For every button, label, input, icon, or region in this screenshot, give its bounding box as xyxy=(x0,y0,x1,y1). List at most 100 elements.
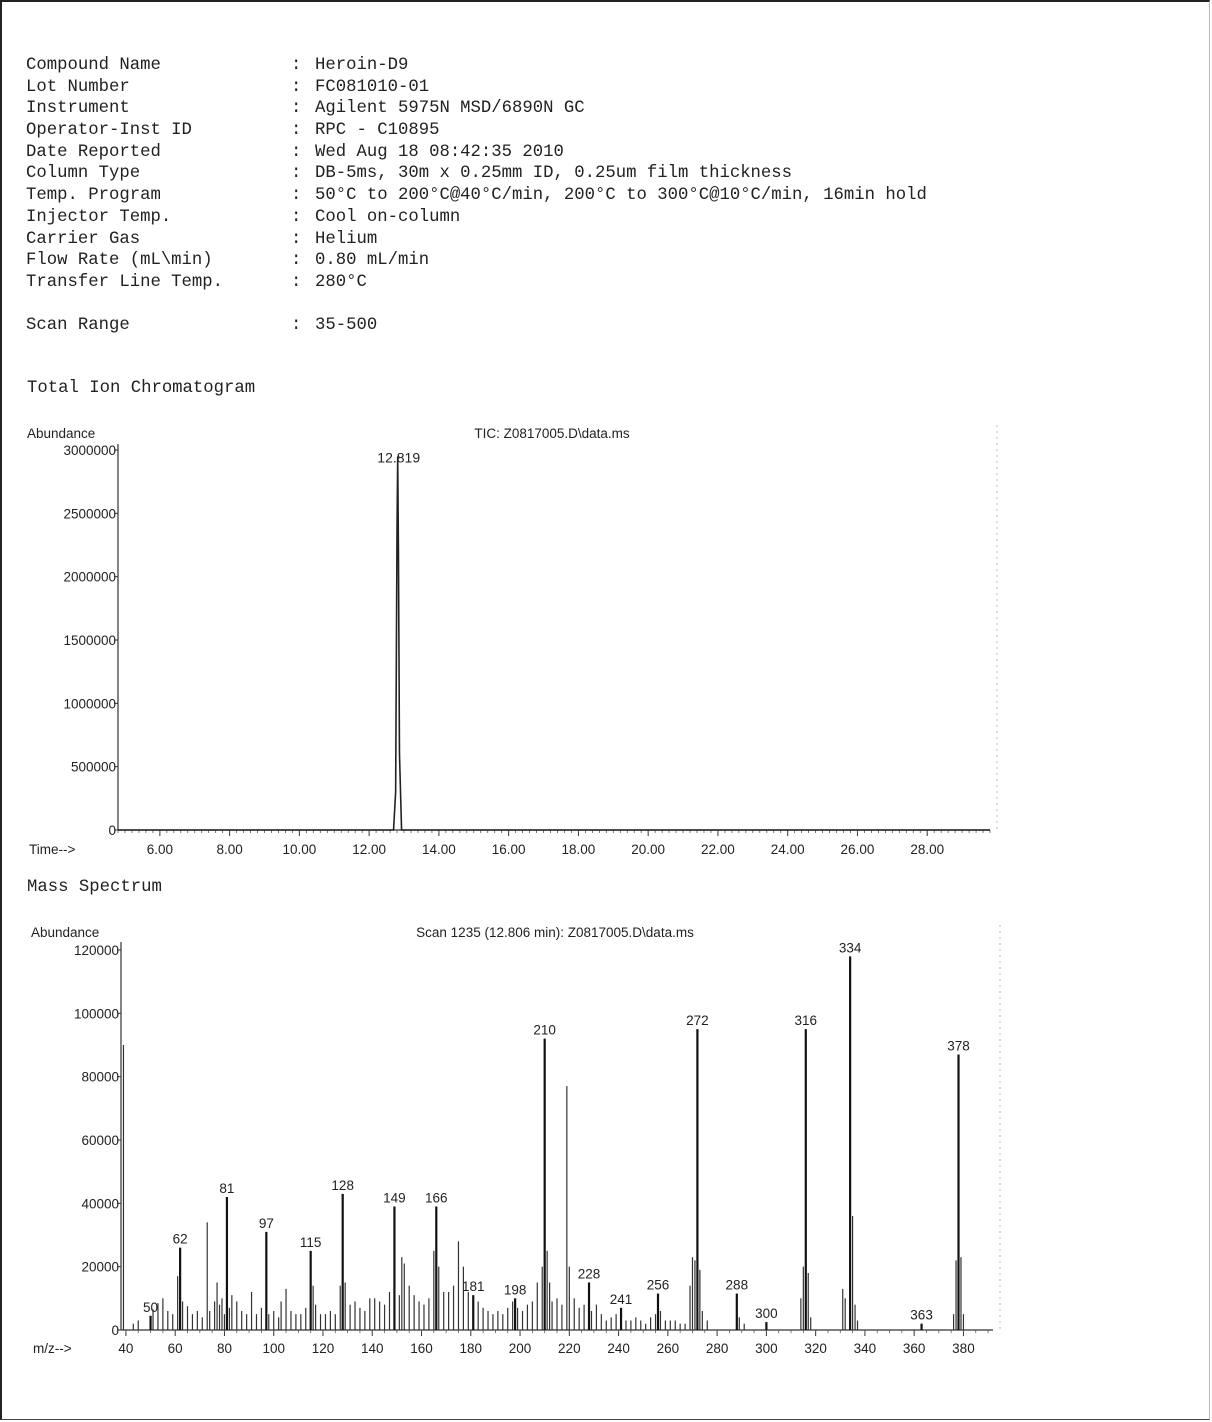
tic-section-title: Total Ion Chromatogram xyxy=(27,379,256,398)
info-separator: : xyxy=(291,99,302,119)
info-row: Flow Rate (mL\min):0.80 mL/min xyxy=(26,250,927,272)
ms-x-tick-label: 360 xyxy=(903,1341,926,1356)
ms-section-title: Mass Spectrum xyxy=(27,878,162,897)
tic-y-tick-label: 1500000 xyxy=(63,633,116,648)
tic-y-tick-label: 500000 xyxy=(71,760,116,775)
ms-peak-label: 198 xyxy=(504,1282,527,1297)
scan-range-row: Scan Range:35-500 xyxy=(26,315,927,337)
ms-peak-label: 228 xyxy=(578,1267,601,1282)
info-separator: : xyxy=(291,77,302,97)
info-label: Transfer Line Temp. xyxy=(26,272,224,292)
ms-peak-label: 241 xyxy=(610,1292,633,1307)
ms-x-tick-label: 180 xyxy=(460,1341,483,1356)
info-separator: : xyxy=(291,121,302,141)
info-row: Date Reported: Wed Aug 18 08:42:35 2010 xyxy=(26,142,927,164)
tic-x-tick-label: 12.00 xyxy=(352,842,386,857)
info-row: Transfer Line Temp.:280°C xyxy=(26,272,927,294)
info-value: Wed Aug 18 08:42:35 2010 xyxy=(315,142,564,162)
ms-x-tick-label: 160 xyxy=(410,1341,433,1356)
info-row: Temp. Program:50°C to 200°C@40°C/min, 20… xyxy=(26,185,927,207)
info-label: Operator-Inst ID xyxy=(26,121,192,141)
ms-peak-label: 181 xyxy=(462,1279,485,1294)
ms-peak-label: 334 xyxy=(839,940,862,955)
tic-x-axis-title: Time--> xyxy=(29,842,75,857)
info-row: Operator-Inst ID: RPC - C10895 xyxy=(26,120,927,142)
info-label: Flow Rate (mL\min) xyxy=(26,251,213,271)
info-row: Compound Name: Heroin-D9 xyxy=(26,55,927,77)
ms-peak-label: 128 xyxy=(331,1178,354,1193)
tic-x-tick-label: 24.00 xyxy=(771,842,805,857)
info-value: Heroin-D9 xyxy=(315,56,409,75)
ms-x-tick-label: 340 xyxy=(854,1341,877,1356)
info-value: Cool on-column xyxy=(315,207,461,227)
ms-x-tick-label: 240 xyxy=(607,1341,630,1356)
tic-x-tick-label: 10.00 xyxy=(282,842,316,857)
tic-x-tick-label: 16.00 xyxy=(492,842,526,857)
ms-peak-label: 149 xyxy=(383,1191,406,1206)
ms-peak-label: 115 xyxy=(300,1235,322,1250)
tic-x-tick-label: 22.00 xyxy=(701,842,735,857)
info-row: Instrument: Agilent 5975N MSD/6890N GC xyxy=(26,98,927,120)
info-value: 280°C xyxy=(315,272,367,292)
info-label: Carrier Gas xyxy=(26,229,141,249)
info-value: 35-500 xyxy=(315,316,378,336)
info-value: 0.80 mL/min xyxy=(315,251,430,271)
ms-y-tick-label: 0 xyxy=(111,1323,119,1338)
ms-peak-label: 97 xyxy=(259,1216,274,1231)
ms-x-tick-label: 320 xyxy=(804,1341,827,1356)
ms-y-tick-label: 120000 xyxy=(74,943,119,958)
info-label: Scan Range xyxy=(26,316,130,336)
ms-peak-label: 210 xyxy=(533,1023,556,1038)
info-label: Lot Number xyxy=(26,77,130,97)
info-separator: : xyxy=(291,272,302,292)
tic-x-tick-label: 20.00 xyxy=(631,842,665,857)
ms-peak-label: 50 xyxy=(143,1300,158,1315)
tic-y-tick-label: 2000000 xyxy=(63,570,116,585)
info-separator: : xyxy=(291,316,302,336)
ms-x-tick-label: 200 xyxy=(509,1341,532,1356)
tic-x-tick-label: 28.00 xyxy=(910,842,944,857)
info-separator: : xyxy=(291,186,302,206)
ms-x-tick-label: 40 xyxy=(118,1341,133,1356)
tic-y-tick-label: 1000000 xyxy=(63,696,116,711)
ms-y-axis-title: Abundance xyxy=(31,925,99,940)
tic-y-tick-label: 2500000 xyxy=(63,506,116,521)
ms-peak-label: 166 xyxy=(425,1191,448,1206)
ms-y-tick-label: 40000 xyxy=(81,1196,119,1211)
ms-y-tick-label: 60000 xyxy=(81,1133,119,1148)
ms-peak-label: 378 xyxy=(947,1039,970,1054)
info-row: Carrier Gas: Helium xyxy=(26,229,927,251)
tic-y-tick-label: 3000000 xyxy=(63,443,116,458)
ms-peak-label: 363 xyxy=(910,1308,933,1323)
ms-peak-label: 272 xyxy=(686,1013,709,1028)
ms-x-tick-label: 220 xyxy=(558,1341,581,1356)
info-separator: : xyxy=(291,229,302,249)
info-label: Temp. Program xyxy=(26,186,161,206)
tic-trace xyxy=(118,456,990,831)
info-value: Helium xyxy=(315,229,378,249)
info-separator: : xyxy=(291,251,302,271)
info-row: Column Type: DB-5ms, 30m x 0.25mm ID, 0.2… xyxy=(26,163,927,185)
ms-peak-label: 81 xyxy=(219,1181,234,1196)
ms-y-tick-label: 20000 xyxy=(81,1260,119,1275)
info-separator: : xyxy=(291,56,302,75)
ms-peak-label: 62 xyxy=(173,1232,188,1247)
ms-x-tick-label: 280 xyxy=(706,1341,729,1356)
info-label: Compound Name xyxy=(26,56,161,75)
ms-x-tick-label: 260 xyxy=(657,1341,680,1356)
sample-info-block: Compound Name: Heroin-D9 Lot Number: FC0810… xyxy=(26,55,927,337)
ms-x-tick-label: 100 xyxy=(262,1341,285,1356)
info-separator: : xyxy=(291,142,302,162)
ms-chart-title: Scan 1235 (12.806 min): Z0817005.D\data.… xyxy=(416,925,694,940)
ms-x-tick-label: 120 xyxy=(312,1341,335,1356)
info-separator: : xyxy=(291,164,302,184)
ms-x-tick-label: 380 xyxy=(952,1341,975,1356)
info-value: FC081010-01 xyxy=(315,77,430,97)
info-value: RPC - C10895 xyxy=(315,121,440,141)
ms-x-axis-title: m/z--> xyxy=(33,1341,72,1356)
ms-x-tick-label: 80 xyxy=(217,1341,232,1356)
info-label: Injector Temp. xyxy=(26,207,172,227)
tic-y-axis-title: Abundance xyxy=(27,426,95,441)
